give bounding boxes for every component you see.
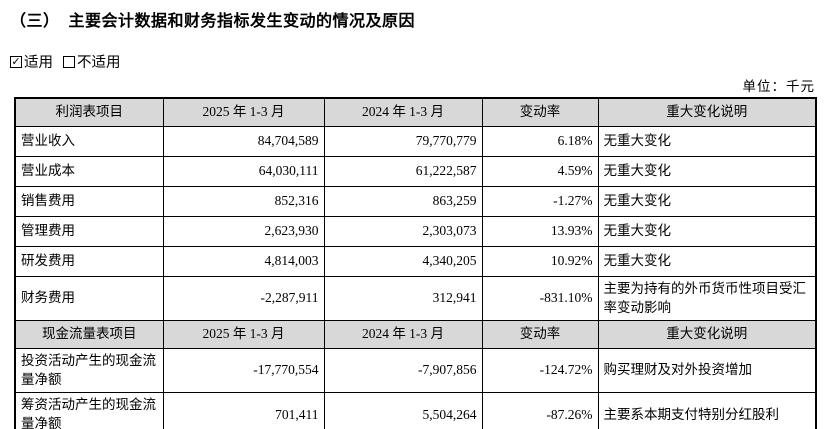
not-applicable-checkbox-empty-icon bbox=[63, 55, 75, 68]
table-row: 管理费用 2,623,930 2,303,073 13.93% 无重大变化 bbox=[14, 215, 817, 247]
header-2024-period: 2024 年 1-3 月 bbox=[323, 319, 483, 349]
cell-2025-value: 84,704,589 bbox=[162, 125, 325, 157]
cell-item: 管理费用 bbox=[14, 215, 164, 247]
cell-2024-value: -7,907,856 bbox=[323, 347, 483, 393]
cell-change-note: 无重大变化 bbox=[597, 125, 817, 157]
header-2025-period: 2025 年 1-3 月 bbox=[162, 319, 325, 349]
applicable-label: 适用 bbox=[24, 55, 53, 71]
table-row: 财务费用 -2,287,911 312,941 -831.10% 主要为持有的外… bbox=[14, 275, 817, 321]
cell-change-note: 无重大变化 bbox=[597, 245, 817, 277]
cell-item: 财务费用 bbox=[14, 275, 164, 321]
cell-2025-value: 701,411 bbox=[162, 391, 325, 429]
section-title: （三） 主要会计数据和财务指标发生变动的情况及原因 bbox=[10, 7, 415, 31]
cell-2024-value: 863,259 bbox=[323, 185, 483, 217]
table-row: 投资活动产生的现金流量净额 -17,770,554 -7,907,856 -12… bbox=[14, 347, 817, 393]
table-row: 营业收入 84,704,589 79,770,779 6.18% 无重大变化 bbox=[14, 125, 817, 157]
unit-label: 单位：千元 bbox=[742, 79, 815, 94]
header-change-rate: 变动率 bbox=[481, 97, 599, 127]
cell-item: 销售费用 bbox=[14, 185, 164, 217]
cell-change-rate: -1.27% bbox=[481, 185, 599, 217]
cell-item: 投资活动产生的现金流量净额 bbox=[14, 347, 164, 393]
cell-change-note: 无重大变化 bbox=[597, 185, 817, 217]
cell-2024-value: 79,770,779 bbox=[323, 125, 483, 157]
cell-2025-value: 2,623,930 bbox=[162, 215, 325, 247]
table-row: 筹资活动产生的现金流量净额 701,411 5,504,264 -87.26% … bbox=[14, 391, 817, 429]
cell-change-rate: -124.72% bbox=[481, 347, 599, 393]
cell-2024-value: 312,941 bbox=[323, 275, 483, 321]
cell-2025-value: 4,814,003 bbox=[162, 245, 325, 277]
financial-indicators-table: 利润表项目 2025 年 1-3 月 2024 年 1-3 月 变动率 重大变化… bbox=[14, 97, 817, 429]
cell-change-rate: 13.93% bbox=[481, 215, 599, 247]
applicability-row: ✓ 适用 不适用 bbox=[10, 51, 121, 72]
header-change-rate: 变动率 bbox=[481, 319, 599, 349]
check-icon: ✓ bbox=[11, 55, 21, 68]
section-title-text: 主要会计数据和财务指标发生变动的情况及原因 bbox=[68, 13, 416, 30]
cell-2024-value: 61,222,587 bbox=[323, 155, 483, 187]
cell-change-rate: 4.59% bbox=[481, 155, 599, 187]
header-income-item: 利润表项目 bbox=[14, 97, 164, 127]
not-applicable-label: 不适用 bbox=[77, 55, 121, 71]
cell-change-note: 购买理财及对外投资增加 bbox=[597, 347, 817, 393]
table-row: 营业成本 64,030,111 61,222,587 4.59% 无重大变化 bbox=[14, 155, 817, 187]
cell-change-note: 主要系本期支付特别分红股利 bbox=[597, 391, 817, 429]
cell-2024-value: 4,340,205 bbox=[323, 245, 483, 277]
header-change-note: 重大变化说明 bbox=[597, 97, 817, 127]
income-table-header-row: 利润表项目 2025 年 1-3 月 2024 年 1-3 月 变动率 重大变化… bbox=[14, 97, 817, 127]
applicable-checkbox-checked-icon: ✓ bbox=[10, 55, 22, 68]
cell-item: 营业收入 bbox=[14, 125, 164, 157]
section-number: （三） bbox=[10, 13, 60, 30]
cell-change-rate: 10.92% bbox=[481, 245, 599, 277]
cell-change-note: 无重大变化 bbox=[597, 155, 817, 187]
cell-2025-value: 852,316 bbox=[162, 185, 325, 217]
cell-2025-value: -17,770,554 bbox=[162, 347, 325, 393]
cell-change-rate: 6.18% bbox=[481, 125, 599, 157]
cell-2024-value: 2,303,073 bbox=[323, 215, 483, 247]
cell-2025-value: -2,287,911 bbox=[162, 275, 325, 321]
header-change-note: 重大变化说明 bbox=[597, 319, 817, 349]
cell-2025-value: 64,030,111 bbox=[162, 155, 325, 187]
cell-change-rate: -831.10% bbox=[481, 275, 599, 321]
header-2025-period: 2025 年 1-3 月 bbox=[162, 97, 325, 127]
cell-change-note: 主要为持有的外币货币性项目受汇率变动影响 bbox=[597, 275, 817, 321]
cell-item: 研发费用 bbox=[14, 245, 164, 277]
table-row: 研发费用 4,814,003 4,340,205 10.92% 无重大变化 bbox=[14, 245, 817, 277]
cell-item: 筹资活动产生的现金流量净额 bbox=[14, 391, 164, 429]
cell-change-note: 无重大变化 bbox=[597, 215, 817, 247]
header-2024-period: 2024 年 1-3 月 bbox=[323, 97, 483, 127]
table-row: 销售费用 852,316 863,259 -1.27% 无重大变化 bbox=[14, 185, 817, 217]
cell-2024-value: 5,504,264 bbox=[323, 391, 483, 429]
cell-change-rate: -87.26% bbox=[481, 391, 599, 429]
cell-item: 营业成本 bbox=[14, 155, 164, 187]
header-cashflow-item: 现金流量表项目 bbox=[14, 319, 164, 349]
cashflow-table-header-row: 现金流量表项目 2025 年 1-3 月 2024 年 1-3 月 变动率 重大… bbox=[14, 319, 817, 349]
